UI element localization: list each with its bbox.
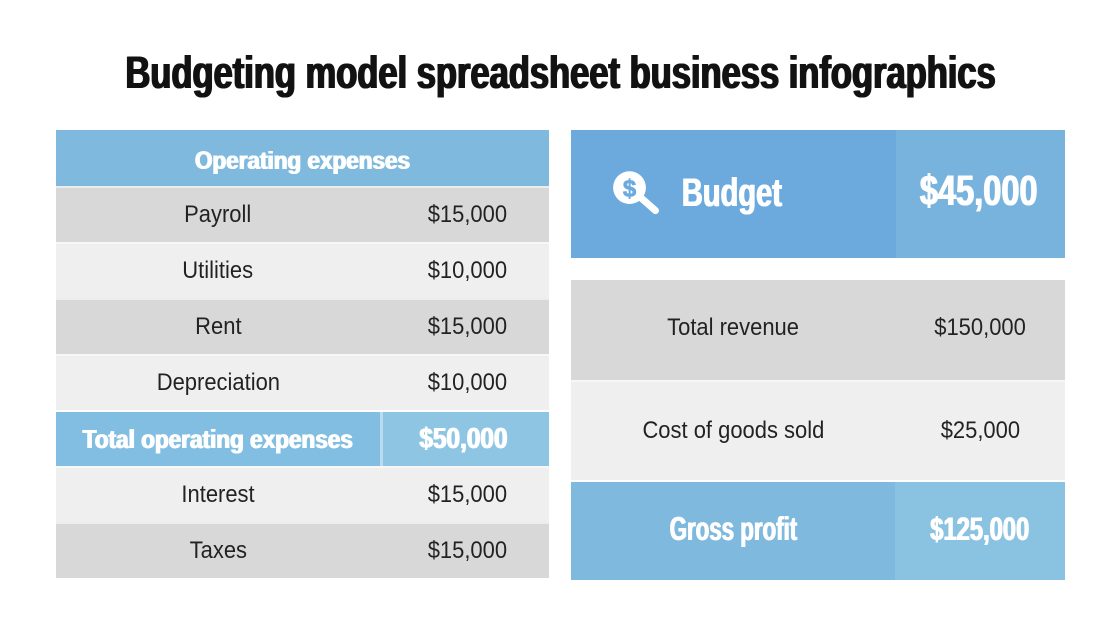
svg-text:$: $ [623, 175, 637, 202]
